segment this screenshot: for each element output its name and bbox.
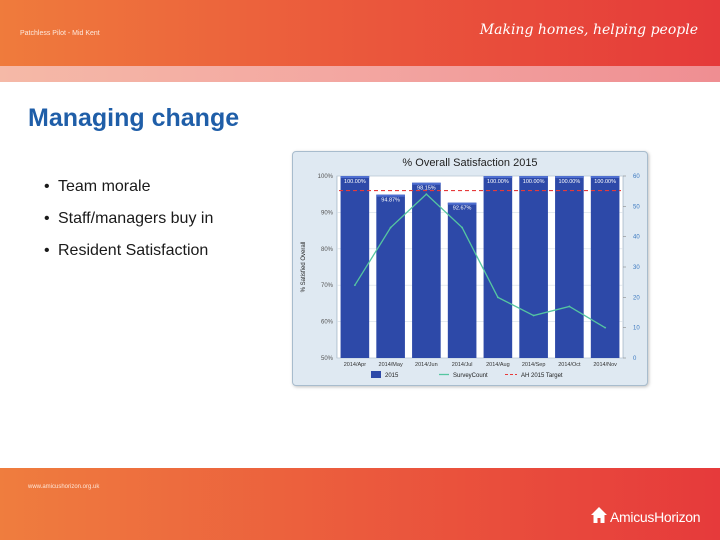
- x-tick-label: 2014/Jul: [452, 362, 473, 368]
- bullet-item: • Team morale: [44, 176, 213, 208]
- bullet-item: • Staff/managers buy in: [44, 208, 213, 240]
- y2-tick-label: 30: [633, 265, 640, 271]
- chart-bar-highlight: [555, 176, 584, 178]
- x-tick-label: 2014/Nov: [593, 362, 617, 368]
- chart-bar: [483, 176, 513, 358]
- y2-tick-label: 50: [633, 204, 640, 210]
- survey-count-line: [354, 193, 606, 329]
- chart-bar: [376, 194, 405, 358]
- chart-bar: [340, 176, 370, 358]
- survey-count-point: [496, 296, 499, 299]
- chart-bar-highlight: [447, 202, 477, 205]
- bar-data-label: 98.15%: [417, 186, 436, 192]
- amicushorizon-logo: AmicusHorizon: [590, 506, 701, 525]
- y2-tick-label: 60: [633, 174, 640, 180]
- bullet-list: • Team morale • Staff/managers buy in • Res…: [44, 176, 213, 272]
- header-strip: [0, 66, 720, 82]
- survey-count-point: [425, 193, 428, 196]
- bullet-text: Team morale: [58, 178, 151, 195]
- bar-data-label: 100.00%: [344, 179, 366, 185]
- legend-label: SurveyCount: [453, 373, 488, 379]
- chart-bar: [519, 176, 548, 358]
- bullet-item: • Resident Satisfaction: [44, 240, 213, 272]
- x-tick-label: 2014/Sep: [522, 362, 546, 368]
- bar-data-label: 94.87%: [381, 198, 400, 204]
- y-tick-label: 60%: [321, 320, 334, 326]
- legend-label: 2015: [385, 373, 399, 379]
- y2-tick-label: 40: [633, 235, 640, 241]
- chart-bar: [412, 182, 441, 358]
- bullet-dot: •: [44, 178, 50, 195]
- survey-count-point: [604, 326, 607, 329]
- logo-text: AmicusHorizon: [610, 509, 701, 525]
- x-tick-label: 2014/Aug: [486, 362, 510, 368]
- x-tick-label: 2014/Oct: [558, 362, 581, 368]
- y-tick-label: 70%: [321, 283, 334, 289]
- header-bar: Patchless Pilot - Mid Kent Making homes,…: [0, 0, 720, 66]
- page-title: Managing change: [28, 104, 240, 132]
- y2-tick-label: 10: [633, 326, 640, 332]
- house-icon: [591, 507, 607, 523]
- y-tick-label: 80%: [321, 247, 334, 253]
- y2-tick-label: 20: [633, 295, 640, 301]
- chart-bar-highlight: [519, 176, 548, 178]
- footer-url[interactable]: www.amicushorizon.org.uk: [28, 484, 100, 490]
- chart-bar-highlight: [590, 176, 620, 178]
- satisfaction-chart: % Overall Satisfaction 2015 % Satisfied O…: [301, 157, 640, 379]
- bullet-dot: •: [44, 242, 50, 259]
- bullet-text: Resident Satisfaction: [58, 242, 209, 259]
- chart-panel: % Overall Satisfaction 2015 % Satisfied O…: [292, 151, 648, 386]
- y-tick-label: 90%: [321, 210, 334, 216]
- y-tick-label: 50%: [321, 356, 334, 362]
- bar-data-label: 100.00%: [559, 179, 581, 185]
- y-axis-label: % Satisfied Overall: [301, 242, 307, 293]
- x-tick-label: 2014/May: [379, 362, 403, 368]
- bar-data-label: 100.00%: [487, 179, 509, 185]
- survey-count-point: [461, 226, 464, 229]
- survey-count-point: [353, 284, 356, 287]
- bar-data-label: 100.00%: [523, 179, 545, 185]
- bar-data-label: 92.67%: [453, 206, 472, 212]
- header-tagline: Making homes, helping people: [479, 22, 698, 38]
- survey-count-point: [568, 305, 571, 308]
- bar-data-label: 100.00%: [594, 179, 616, 185]
- footer-bar: www.amicushorizon.org.uk AmicusHorizon: [0, 468, 720, 540]
- chart-bar: [447, 202, 477, 358]
- y2-tick-label: 0: [633, 356, 637, 362]
- legend-swatch-bars: [371, 371, 381, 378]
- chart-bar: [555, 176, 584, 358]
- chart-bar-highlight: [340, 176, 370, 178]
- chart-bar-highlight: [412, 182, 441, 185]
- survey-count-point: [532, 314, 535, 317]
- bullet-dot: •: [44, 210, 50, 227]
- y-tick-label: 100%: [318, 174, 334, 180]
- chart-bar: [590, 176, 620, 358]
- header-subtitle: Patchless Pilot - Mid Kent: [20, 30, 100, 37]
- chart-bar-highlight: [376, 194, 405, 197]
- survey-count-point: [389, 226, 392, 229]
- chart-title: % Overall Satisfaction 2015: [402, 157, 537, 169]
- x-tick-label: 2014/Apr: [344, 362, 366, 368]
- bullet-text: Staff/managers buy in: [58, 210, 214, 227]
- chart-bar-highlight: [483, 176, 513, 178]
- x-tick-label: 2014/Jun: [415, 362, 438, 368]
- legend-label: AH 2015 Target: [521, 373, 563, 379]
